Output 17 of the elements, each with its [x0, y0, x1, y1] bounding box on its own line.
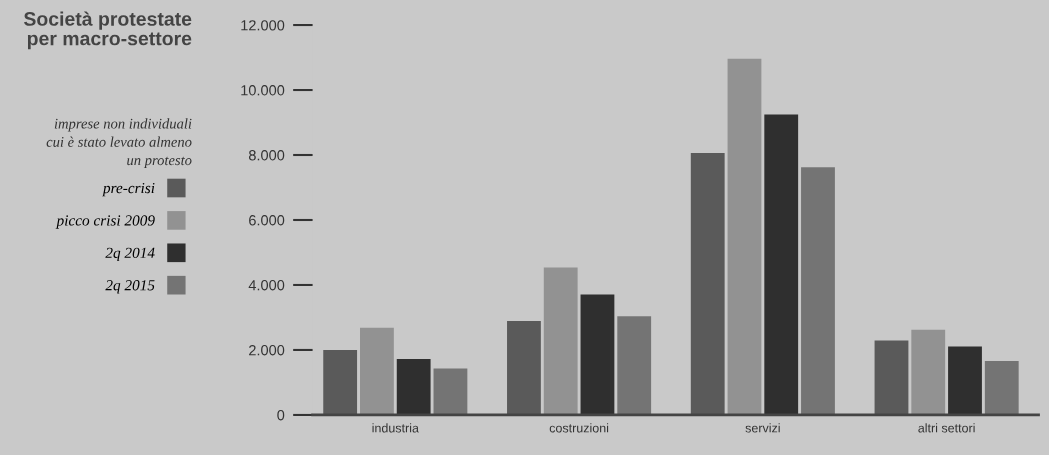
y-tick-label: 10.000 — [241, 85, 285, 96]
legend-label: picco crisi 2009 — [55, 215, 155, 229]
y-tick-label: 8.000 — [248, 150, 285, 161]
text: Società protestate per macro-settore — [23, 11, 192, 50]
y-tick-label: 2.000 — [249, 345, 285, 356]
y-tick-label: 12.000 — [241, 20, 285, 31]
x-tick-label: costruzioni — [549, 423, 609, 433]
text: imprese non individuali cui è stato levato almeno un protesto — [46, 118, 192, 169]
x-tick-label: industria — [372, 423, 419, 433]
y-tick-label: 6.000 — [249, 215, 285, 226]
x-tick-label: servizi — [745, 423, 780, 433]
y-tick-label: 4.000 — [248, 280, 285, 291]
legend-label: 2q 2015 — [105, 280, 155, 294]
x-tick-label: altri settori — [918, 423, 975, 433]
y-tick-label: 0 — [277, 410, 285, 421]
legend-label: pre-crisi — [102, 182, 155, 197]
legend-label: 2q 2014 — [105, 247, 155, 262]
